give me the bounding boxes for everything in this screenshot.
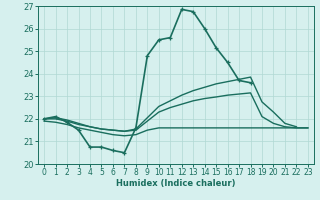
X-axis label: Humidex (Indice chaleur): Humidex (Indice chaleur) (116, 179, 236, 188)
